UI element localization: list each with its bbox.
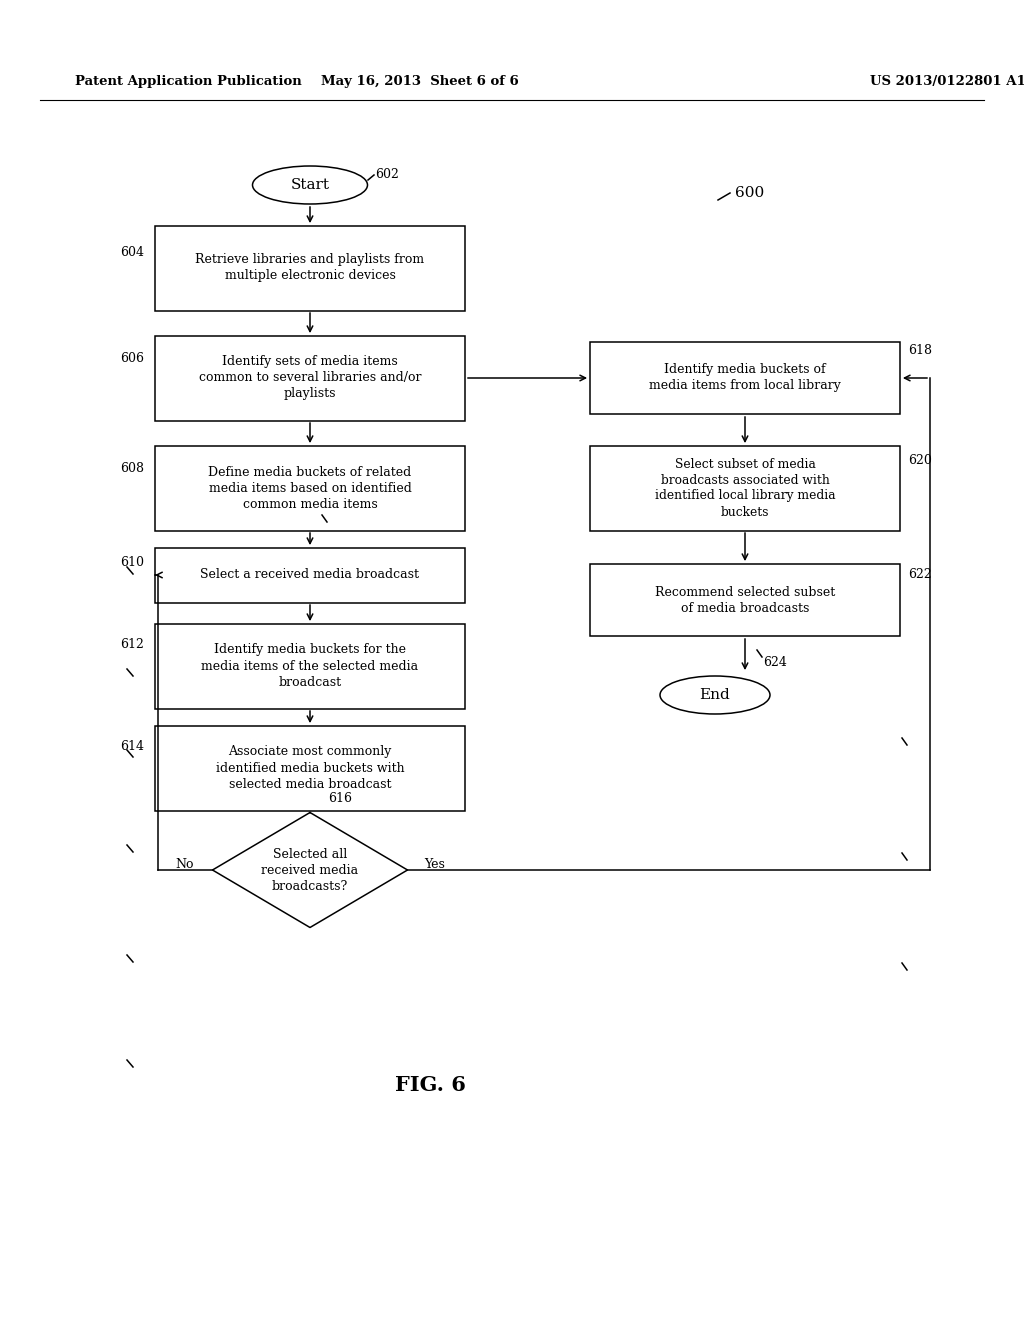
- Text: Select subset of media
broadcasts associated with
identified local library media: Select subset of media broadcasts associ…: [654, 458, 836, 519]
- Text: Retrieve libraries and playlists from
multiple electronic devices: Retrieve libraries and playlists from mu…: [196, 253, 425, 282]
- Text: 620: 620: [908, 454, 932, 466]
- Text: Patent Application Publication: Patent Application Publication: [75, 75, 302, 88]
- FancyBboxPatch shape: [155, 623, 465, 709]
- FancyBboxPatch shape: [590, 446, 900, 531]
- Text: 610: 610: [120, 557, 144, 569]
- Text: 618: 618: [908, 343, 932, 356]
- Text: 614: 614: [120, 739, 144, 752]
- Text: Select a received media broadcast: Select a received media broadcast: [201, 569, 420, 582]
- Text: Start: Start: [291, 178, 330, 191]
- Text: 606: 606: [120, 351, 144, 364]
- Text: Identify sets of media items
common to several libraries and/or
playlists: Identify sets of media items common to s…: [199, 355, 421, 400]
- FancyBboxPatch shape: [155, 226, 465, 310]
- FancyBboxPatch shape: [155, 446, 465, 531]
- Text: Associate most commonly
identified media buckets with
selected media broadcast: Associate most commonly identified media…: [216, 746, 404, 791]
- Text: FIG. 6: FIG. 6: [394, 1074, 466, 1096]
- Text: 624: 624: [763, 656, 786, 669]
- Text: Selected all
received media
broadcasts?: Selected all received media broadcasts?: [261, 847, 358, 892]
- FancyBboxPatch shape: [590, 564, 900, 636]
- Text: No: No: [176, 858, 195, 871]
- Text: 612: 612: [120, 638, 144, 651]
- Text: Identify media buckets of
media items from local library: Identify media buckets of media items fr…: [649, 363, 841, 392]
- Text: US 2013/0122801 A1: US 2013/0122801 A1: [870, 75, 1024, 88]
- Text: End: End: [699, 688, 730, 702]
- Text: 604: 604: [120, 247, 144, 260]
- Polygon shape: [213, 813, 408, 928]
- Ellipse shape: [660, 676, 770, 714]
- FancyBboxPatch shape: [590, 342, 900, 414]
- Ellipse shape: [253, 166, 368, 205]
- Text: May 16, 2013  Sheet 6 of 6: May 16, 2013 Sheet 6 of 6: [322, 75, 519, 88]
- Text: 616: 616: [328, 792, 352, 804]
- FancyBboxPatch shape: [155, 548, 465, 602]
- Text: 600: 600: [735, 186, 764, 201]
- FancyBboxPatch shape: [155, 726, 465, 810]
- Text: 608: 608: [120, 462, 144, 474]
- FancyBboxPatch shape: [155, 335, 465, 421]
- Text: Yes: Yes: [425, 858, 445, 871]
- Text: Recommend selected subset
of media broadcasts: Recommend selected subset of media broad…: [655, 586, 836, 615]
- Text: Define media buckets of related
media items based on identified
common media ite: Define media buckets of related media it…: [208, 466, 412, 511]
- Text: 622: 622: [908, 569, 932, 582]
- Text: 602: 602: [375, 169, 399, 181]
- Text: Identify media buckets for the
media items of the selected media
broadcast: Identify media buckets for the media ite…: [202, 644, 419, 689]
